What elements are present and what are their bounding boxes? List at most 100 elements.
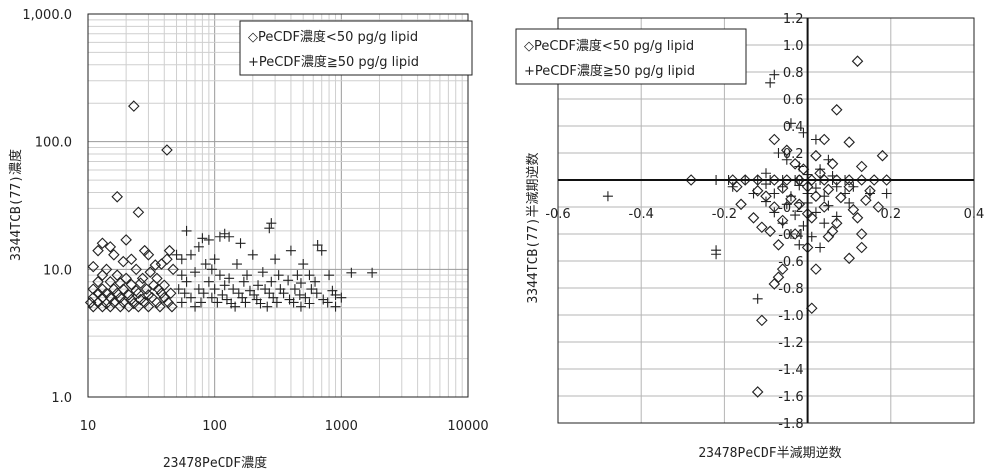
chart2-plus-point <box>819 218 830 229</box>
chart2-diamond-point <box>810 263 822 275</box>
chart1-plus-point <box>244 285 255 296</box>
chart2-diamond-point <box>847 203 860 216</box>
chart2-diamond-point <box>772 239 785 251</box>
chart1-plus-point <box>197 233 208 244</box>
chart1-diamond-point <box>166 300 178 313</box>
chart1-diamond-point <box>104 275 117 288</box>
chart1-plus-point <box>221 294 232 305</box>
chart2-plus-point <box>840 188 851 199</box>
chart1-x-tick-label: 100 <box>202 419 227 434</box>
chart1-y-tick-label: 100.0 <box>35 136 72 151</box>
chart1-plus-point <box>271 297 282 308</box>
chart2-plus-point <box>761 168 771 179</box>
chart1-plus-point <box>292 270 303 281</box>
chart2-plus-point <box>711 249 722 260</box>
chart1-diamond-point <box>167 263 179 276</box>
chart1-plus-point <box>224 273 235 284</box>
chart1-plus-point <box>238 276 249 287</box>
chart1-plus-point <box>209 284 220 295</box>
chart1-legend-label-diamond: ◇PeCDF濃度<50 pg/g lipid <box>248 29 418 45</box>
chart1-plus-point <box>310 276 321 287</box>
chart1-plus-point <box>288 297 299 308</box>
chart1-plus-point <box>247 249 258 260</box>
chart-concentration: 10 100 1000 10000 1.0 10.0 100.0 1,000.0 23478… <box>8 8 489 471</box>
chart2-diamond-point <box>818 174 831 186</box>
chart1-diamond-point <box>130 263 142 276</box>
chart2-diamond-point <box>747 212 760 224</box>
chart1-plus-point <box>176 270 187 281</box>
chart1-plus-point <box>195 297 206 308</box>
chart2-diamond-point <box>843 180 855 193</box>
chart2-y-tick-label: -1.2 <box>778 336 803 351</box>
chart1-plus-point <box>185 249 196 260</box>
chart1-plus-point <box>278 288 289 299</box>
chart1-plus-point <box>203 234 214 245</box>
chart1-plus-point <box>224 231 235 242</box>
chart1-diamond-point <box>96 300 109 313</box>
chart2-y-tick-label: 0.6 <box>783 93 804 108</box>
chart1-plus-point <box>206 292 217 303</box>
chart1-points <box>84 100 378 313</box>
chart1-x-axis-title: 23478PeCDF濃度 <box>163 455 267 471</box>
chart1-diamond-point <box>140 283 153 295</box>
chart1-plus-point <box>346 267 357 278</box>
chart2-y-tick-label: 0.2 <box>783 147 804 162</box>
chart1-plus-point <box>200 259 211 270</box>
chart2-plus-point <box>777 181 788 192</box>
chart2-diamond-point <box>851 212 864 224</box>
chart2-diamond-point <box>830 217 843 229</box>
chart1-diamond-point <box>147 279 160 292</box>
chart2-y-tick-label: -1.6 <box>778 390 803 405</box>
chart1-diamond-point <box>128 100 140 112</box>
chart2-diamond-point <box>851 55 864 67</box>
chart2-diamond-point <box>756 221 768 234</box>
chart1-plus-point <box>283 275 294 286</box>
chart-half-life: -0.6 -0.4 -0.2 0.2 0.4 -1.8-1.6-1.4-1.2-1.0-… <box>515 12 984 461</box>
chart2-plus-point <box>752 293 763 304</box>
chart1-legend-label-plus: +PeCDF濃度≧50 pg/g lipid <box>248 54 419 70</box>
chart1-plus-point <box>228 284 239 295</box>
chart1-plus-point <box>284 294 295 305</box>
chart1-plus-point <box>295 301 306 312</box>
chart2-diamond-point <box>830 104 843 116</box>
chart1-diamond-point <box>96 237 109 250</box>
chart1-x-tick-label: 1000 <box>325 419 358 434</box>
chart2-plus-point <box>785 118 796 129</box>
chart2-y-tick-label: 0 <box>795 174 803 189</box>
chart1-plus-point <box>179 288 190 299</box>
chart2-zero-axes <box>558 18 974 423</box>
chart1-plus-point <box>249 289 260 300</box>
chart1-plus-point <box>264 223 275 234</box>
chart2-legend[interactable]: ◇PeCDF濃度<50 pg/g lipid +PeCDF濃度≧50 pg/g … <box>515 28 747 85</box>
chart2-plus-point <box>785 191 796 202</box>
chart1-plus-point <box>260 284 271 295</box>
chart2-plus-point <box>831 211 842 222</box>
chart1-plus-point <box>176 254 187 265</box>
chart2-diamond-point <box>835 191 847 204</box>
chart1-diamond-point <box>87 300 100 313</box>
chart1-diamond-point <box>92 244 104 257</box>
chart2-diamond-point <box>685 174 697 186</box>
chart2-plus-point <box>602 191 613 202</box>
chart1-diamond-point <box>104 300 117 313</box>
chart2-y-tick-label: 1.0 <box>783 39 804 54</box>
chart2-plus-point <box>761 196 771 207</box>
chart1-plus-point <box>219 280 230 291</box>
chart2-plus-point <box>865 188 875 199</box>
chart1-plus-point <box>330 289 341 300</box>
chart1-plus-point <box>185 292 196 303</box>
chart2-diamond-point <box>756 314 768 327</box>
chart1-plus-point <box>214 231 225 242</box>
chart2-diamond-point <box>789 228 801 240</box>
chart2-diamond-point <box>855 241 868 254</box>
chart2-plus-point <box>810 207 821 218</box>
chart2-y-tick-label: 1.2 <box>783 12 804 27</box>
chart1-legend-box <box>239 20 473 76</box>
chart1-x-tick-label: 10 <box>80 419 97 434</box>
chart1-diamond-point <box>161 253 173 266</box>
chart2-plus-point <box>794 239 805 250</box>
chart1-legend[interactable]: ◇PeCDF濃度<50 pg/g lipid +PeCDF濃度≧50 pg/g … <box>239 20 473 76</box>
chart1-diamond-point <box>128 297 140 310</box>
chart2-plus-point <box>765 77 776 88</box>
chart2-y-tick-label: -0.8 <box>778 282 803 297</box>
